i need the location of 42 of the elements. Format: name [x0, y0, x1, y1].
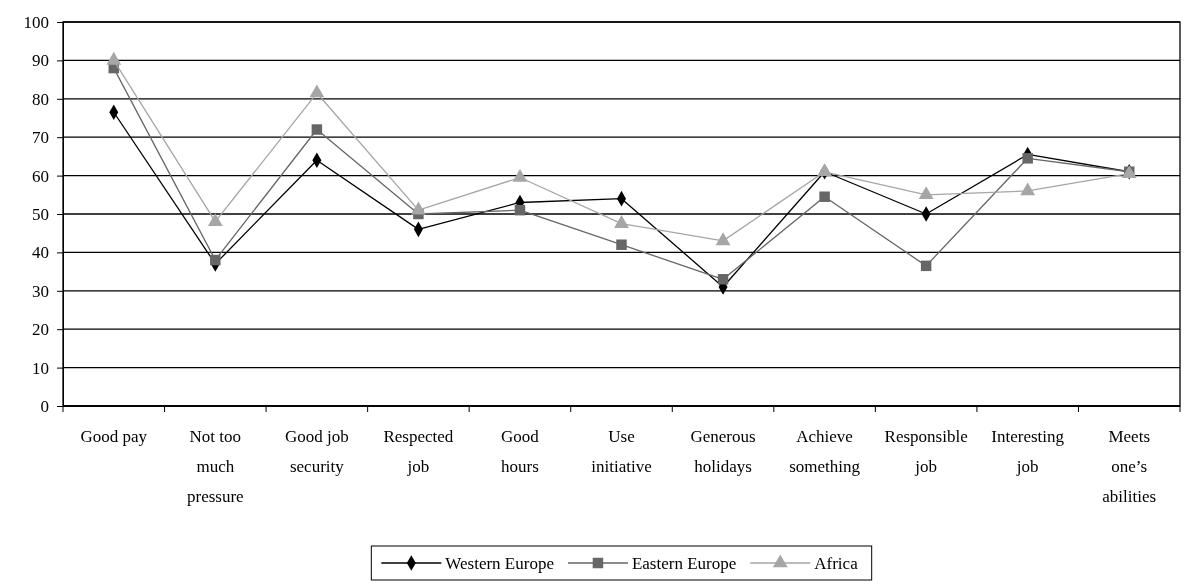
point	[512, 168, 528, 182]
point	[210, 254, 221, 266]
legend-label: Africa	[814, 554, 859, 573]
point	[311, 124, 323, 135]
x-tick-label: Responsible job	[884, 427, 968, 476]
y-tick-label: 60	[32, 166, 49, 186]
point	[715, 232, 731, 246]
x-tick-label: Good hours	[501, 427, 540, 476]
legend-label: Western Europe	[445, 554, 554, 573]
x-tick-label: Generous holidays	[690, 427, 756, 476]
x-tick-label: Not too much pressure	[186, 427, 244, 506]
point	[514, 204, 526, 216]
point	[819, 191, 830, 202]
x-tick-label: Interesting job	[991, 427, 1065, 476]
point	[1020, 182, 1036, 196]
y-tick-label: 90	[32, 51, 49, 71]
x-tick-label: Good job security	[284, 427, 349, 476]
point	[207, 213, 223, 226]
y-tick-label: 50	[32, 204, 49, 224]
y-tick-label: 80	[32, 89, 49, 109]
x-tick-label: Achieve something	[789, 427, 861, 476]
y-tick-label: 10	[32, 358, 49, 378]
legend-label: Eastern Europe	[631, 554, 737, 573]
point	[614, 215, 629, 228]
x-tick-label: Meets one’s abilities	[1102, 427, 1157, 506]
y-tick-label: 0	[40, 396, 49, 416]
y-tick-label: 100	[23, 12, 49, 32]
point	[411, 201, 426, 215]
point	[616, 239, 627, 250]
y-tick-label: 40	[32, 243, 49, 263]
point	[717, 274, 729, 285]
point	[1022, 153, 1033, 164]
point	[309, 84, 325, 98]
y-tick-label: 30	[32, 281, 49, 301]
point	[106, 51, 122, 65]
x-tick-label: Respected job	[383, 427, 454, 476]
point	[920, 260, 932, 272]
y-tick-label: 20	[32, 320, 49, 340]
y-tick-label: 70	[32, 128, 49, 148]
x-tick-label: Use initiative	[591, 427, 652, 476]
point	[918, 186, 934, 200]
x-tick-label: Good pay	[80, 427, 148, 446]
